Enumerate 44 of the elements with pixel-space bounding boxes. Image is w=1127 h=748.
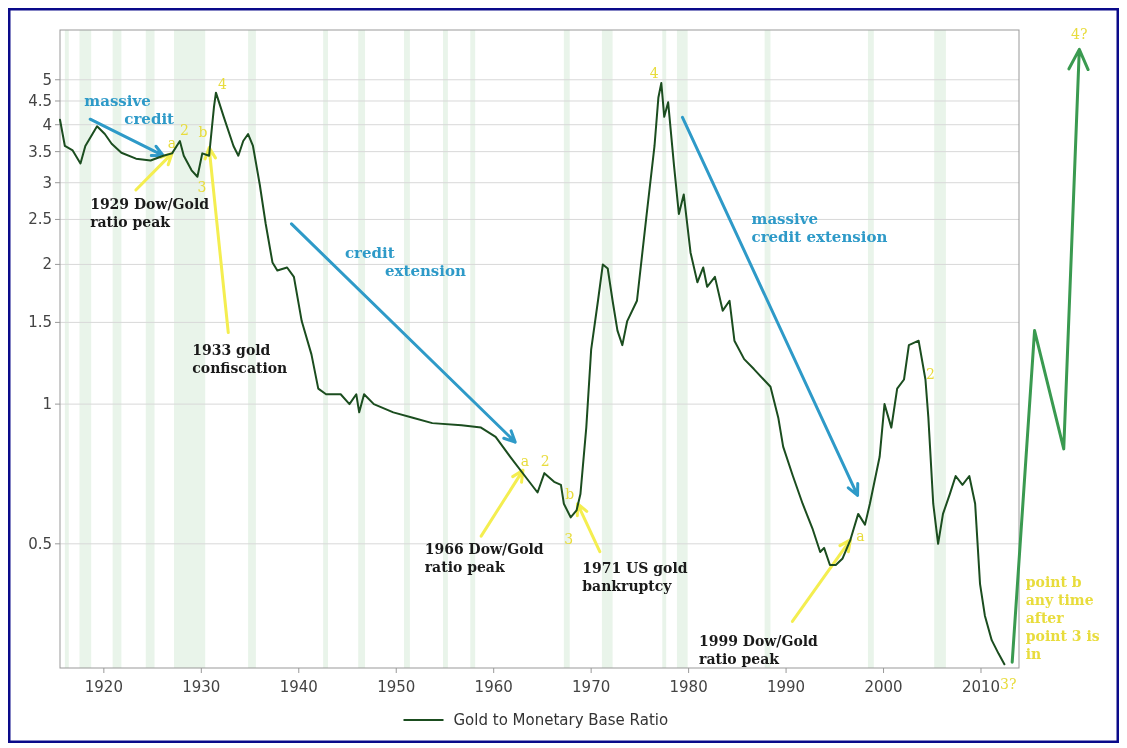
annotation: a (856, 528, 865, 545)
y-tick-label: 2.5 (28, 210, 52, 229)
x-tick-label: 1980 (669, 678, 708, 696)
annotation: 1966 Dow/Gold ratio peak (424, 540, 544, 575)
annotation: 1929 Dow/Gold ratio peak (90, 196, 210, 231)
annotation: a (520, 453, 530, 470)
annotation: massive credit (84, 91, 175, 128)
y-tick-label: 2 (42, 255, 52, 274)
legend-label: Gold to Monetary Base Ratio (453, 711, 669, 729)
x-tick-label: 2010 (961, 678, 1001, 696)
x-tick-label: 1930 (182, 678, 221, 696)
annotation: 1971 US gold bankruptcy (582, 559, 688, 594)
x-tick-label: 1940 (279, 678, 318, 696)
x-tick-label: 1970 (572, 678, 611, 696)
y-tick-label: 1.5 (28, 313, 52, 332)
annotation: credit extension (344, 243, 466, 280)
text: point b any time after point 3 is in (1025, 573, 1100, 662)
x-tick-label: 1960 (474, 678, 513, 696)
annotation: 4 (217, 76, 227, 93)
y-tick-label: 5 (42, 70, 52, 89)
annotation: a (167, 135, 177, 152)
annotation: 2 (540, 453, 550, 470)
y-tick-label: 3 (42, 173, 52, 192)
annotation: 4 (649, 64, 659, 81)
annotation: b (198, 123, 208, 140)
y-tick-label: 3.5 (28, 142, 52, 161)
annotation: 1933 gold confiscation (192, 341, 288, 376)
x-tick-label: 1990 (766, 678, 806, 696)
y-tick-label: 4 (42, 115, 52, 134)
x-tick-label: 1950 (377, 678, 416, 696)
y-tick-label: 1 (42, 395, 52, 414)
y-tick-label: 0.5 (28, 534, 52, 553)
x-tick-label: 2000 (864, 678, 903, 696)
text: 3? (1000, 675, 1017, 692)
annotation: massive credit extension (751, 209, 888, 246)
y-tick-label: 4.5 (28, 91, 52, 110)
annotation: b (565, 486, 575, 503)
x-tick-label: 1920 (84, 678, 123, 696)
annotation: 1999 Dow/Gold ratio peak (699, 632, 819, 667)
annotation: 2 (180, 121, 189, 138)
annotation: 3 (197, 179, 207, 196)
annotation: 3 (564, 531, 574, 548)
text: 4? (1071, 25, 1088, 42)
annotation: 2 (926, 366, 935, 383)
